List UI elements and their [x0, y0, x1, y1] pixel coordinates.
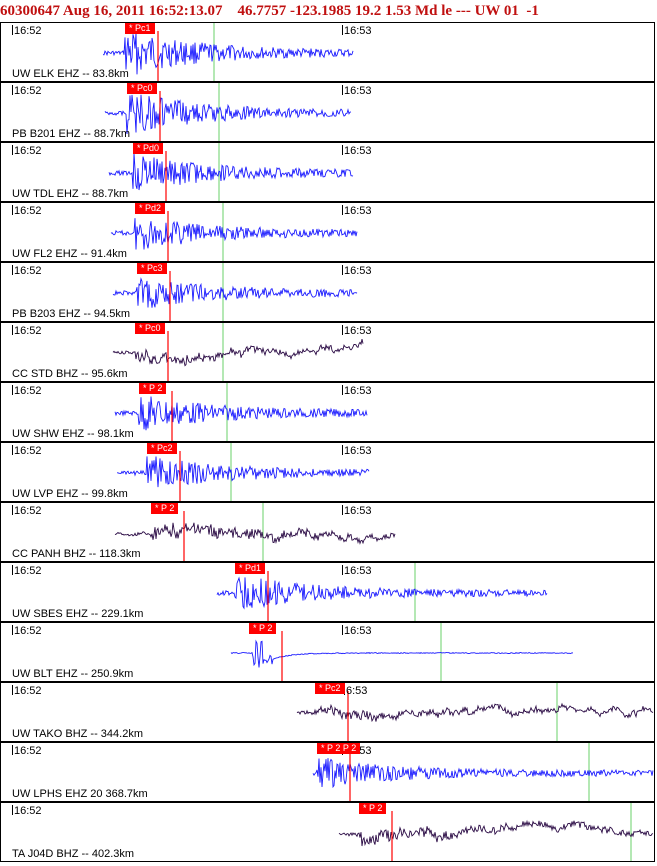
waveform-plot: [114, 503, 396, 561]
waveform-plot: [108, 143, 354, 201]
station-label: CC PANH BHZ -- 118.3km: [12, 548, 141, 560]
waveform-trace: [104, 94, 352, 135]
waveform-trace: [312, 758, 654, 789]
waveform-trace: [230, 639, 574, 668]
time-label-right: 16:53: [344, 25, 372, 37]
time-label-left: 16:52: [14, 385, 42, 397]
station-label: UW SHW EHZ -- 98.1km: [12, 428, 134, 440]
seismogram-panel[interactable]: 16:52 16:53 * Pc2 UW LVP EHZ -- 99.8km: [0, 442, 655, 502]
waveform-trace: [112, 277, 358, 308]
station-label: TA J04D BHZ -- 402.3km: [12, 848, 135, 860]
phase-pick-flag[interactable]: * Pc1: [125, 23, 155, 34]
station-label: UW TDL EHZ -- 88.7km: [12, 188, 129, 200]
seismogram-panel[interactable]: 16:52 6:53 * Pc2 UW TAKO BHZ -- 344.2km: [0, 682, 655, 742]
waveform-trace: [117, 456, 370, 488]
station-label: UW SBES EHZ -- 229.1km: [12, 608, 144, 620]
phase-pick-flag[interactable]: * P 2: [249, 623, 277, 634]
waveform-trace: [108, 153, 354, 191]
phase-pick-flag[interactable]: * Pc3: [137, 263, 167, 274]
time-label-right: 16:53: [344, 85, 372, 97]
waveform-plot: [110, 203, 358, 261]
time-label-right: 6:53: [346, 685, 368, 697]
seismogram-panel[interactable]: 16:52 16:53 * Pc3 PB B203 EHZ -- 94.5km: [0, 262, 655, 322]
time-label-left: 16:52: [14, 505, 42, 517]
phase-pick-flag[interactable]: * P 2: [359, 803, 387, 814]
station-label: UW LVP EHZ -- 99.8km: [12, 488, 128, 500]
station-label: PB B201 EHZ -- 88.7km: [12, 128, 130, 140]
station-label: UW FL2 EHZ -- 91.4km: [12, 248, 127, 260]
waveform-plot: [338, 803, 654, 861]
waveform-trace: [338, 819, 654, 847]
time-label-left: 16:52: [14, 745, 42, 757]
waveform-plot: [114, 383, 368, 441]
time-label-left: 16:52: [14, 325, 42, 337]
waveform-trace: [114, 396, 368, 431]
time-label-left: 16:52: [14, 145, 42, 157]
time-label-left: 16:52: [14, 565, 42, 577]
seismogram-panel[interactable]: 16:52 * P 2 TA J04D BHZ -- 402.3km: [0, 802, 655, 862]
seismogram-panels: 16:52 16:53 * Pc1 UW ELK EHZ -- 83.8km 16:52…: [0, 22, 657, 866]
station-label: UW ELK EHZ -- 83.8km: [12, 68, 129, 80]
waveform-trace: [114, 522, 396, 545]
seismogram-panel[interactable]: 16:52 16:53 * Pc0 PB B201 EHZ -- 88.7km: [0, 82, 655, 142]
time-label-right: 16:53: [344, 445, 372, 457]
seismogram-panel[interactable]: 16:52 16:53 * Pd1 UW SBES EHZ -- 229.1km: [0, 562, 655, 622]
time-label-left: 16:52: [14, 445, 42, 457]
time-label-left: 16:52: [14, 805, 42, 817]
waveform-trace: [216, 576, 548, 610]
time-label-left: 16:52: [14, 625, 42, 637]
time-label-left: 16:52: [14, 25, 42, 37]
station-label: UW LPHS EHZ 20 368.7km: [12, 788, 148, 800]
time-label-right: 16:53: [344, 385, 372, 397]
seismogram-panel[interactable]: 16:52 16:53 * P 2 CC PANH BHZ -- 118.3km: [0, 502, 655, 562]
station-label: CC STD BHZ -- 95.6km: [12, 368, 128, 380]
time-label-right: 16:53: [344, 565, 372, 577]
phase-pick-flag[interactable]: * Pc0: [127, 83, 157, 94]
phase-pick-flag[interactable]: * P 2: [139, 383, 167, 394]
time-label-right: 16:53: [344, 325, 372, 337]
phase-pick-flag[interactable]: * Pd2: [135, 203, 166, 214]
time-label-left: 16:52: [14, 205, 42, 217]
waveform-plot: [102, 23, 354, 81]
waveform-trace: [112, 339, 364, 367]
station-label: UW TAKO BHZ -- 344.2km: [12, 728, 144, 740]
seismogram-panel[interactable]: 16:52 16:53 * P 2 UW SHW EHZ -- 98.1km: [0, 382, 655, 442]
seismogram-panel[interactable]: 16:52 16:53 * Pc1 UW ELK EHZ -- 83.8km: [0, 22, 655, 82]
phase-pick-flag[interactable]: * P 2 P 2: [317, 743, 361, 754]
station-label: PB B203 EHZ -- 94.5km: [12, 308, 130, 320]
waveform-plot: [216, 563, 548, 621]
time-label-left: 16:52: [14, 85, 42, 97]
seismogram-panel[interactable]: 16:52 16:53 * Pd0 UW TDL EHZ -- 88.7km: [0, 142, 655, 202]
time-label-right: 16:53: [344, 265, 372, 277]
waveform-trace: [110, 218, 358, 250]
event-header: 60300647 Aug 16, 2011 16:52:13.07 46.775…: [0, 0, 657, 22]
waveform-plot: [230, 623, 574, 681]
time-label-right: 16:53: [344, 145, 372, 157]
waveform-trace: [296, 702, 654, 723]
phase-pick-flag[interactable]: * P 2: [151, 503, 179, 514]
seismogram-panel[interactable]: 16:52 16:53 * P 2 UW BLT EHZ -- 250.9km: [0, 622, 655, 682]
waveform-plot: [104, 83, 352, 141]
time-label-right: 16:53: [344, 205, 372, 217]
time-label-left: 16:52: [14, 265, 42, 277]
waveform-plot: [112, 323, 364, 381]
phase-pick-flag[interactable]: * Pc2: [315, 683, 345, 694]
station-label: UW BLT EHZ -- 250.9km: [12, 668, 134, 680]
waveform-plot: [112, 263, 358, 321]
waveform-plot: [296, 683, 654, 741]
phase-pick-flag[interactable]: * Pd0: [133, 143, 164, 154]
phase-pick-flag[interactable]: * Pd1: [235, 563, 266, 574]
seismogram-panel[interactable]: 16:52 16:53 * Pd2 UW FL2 EHZ -- 91.4km: [0, 202, 655, 262]
waveform-plot: [117, 443, 370, 501]
waveform-plot: [312, 743, 654, 801]
time-label-right: 16:53: [344, 505, 372, 517]
waveform-trace: [102, 32, 354, 75]
time-label-right: 16:53: [344, 625, 372, 637]
seismogram-panel[interactable]: 16:52 16:53 * Pc0 CC STD BHZ -- 95.6km: [0, 322, 655, 382]
phase-pick-flag[interactable]: * Pc0: [135, 323, 165, 334]
phase-pick-flag[interactable]: * Pc2: [147, 443, 177, 454]
time-label-left: 16:52: [14, 685, 42, 697]
